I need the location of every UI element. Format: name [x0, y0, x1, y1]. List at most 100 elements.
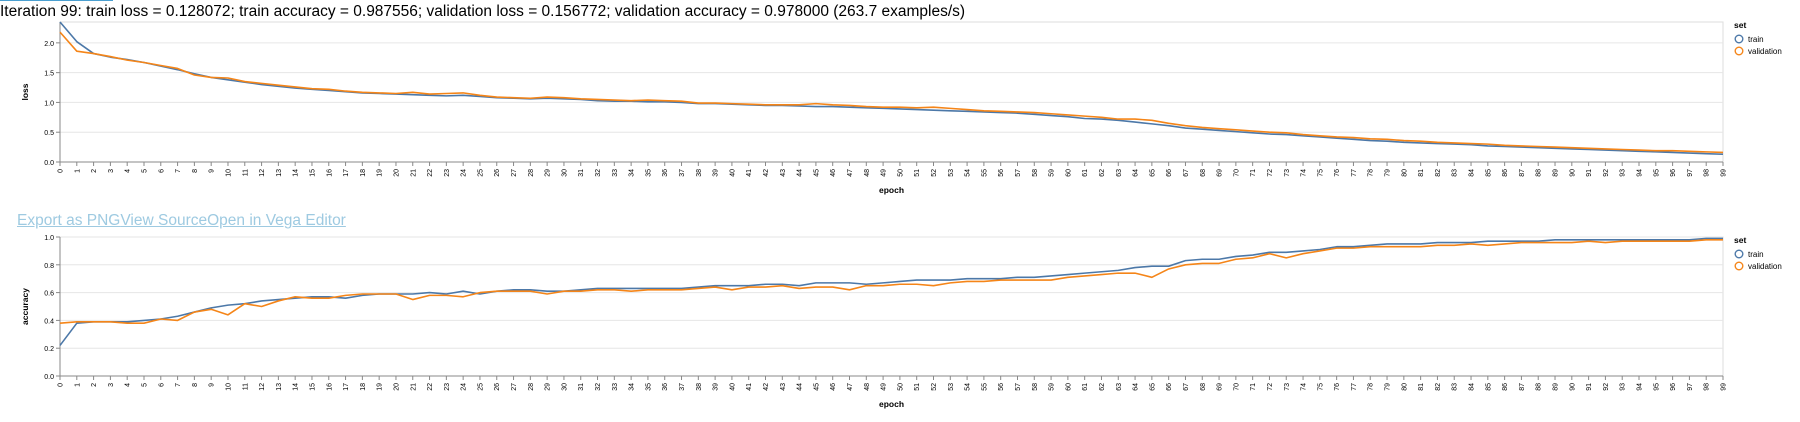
x-tick-label: 96 — [1670, 383, 1677, 391]
x-tick-label: 66 — [1166, 383, 1173, 391]
x-tick-label: 2 — [91, 383, 98, 387]
x-tick-label: 64 — [1133, 383, 1140, 391]
x-tick-label: 53 — [948, 383, 955, 391]
x-tick-label: 11 — [242, 169, 249, 176]
x-tick-label: 19 — [377, 169, 384, 177]
x-tick-label: 36 — [662, 169, 669, 177]
x-tick-label: 95 — [1653, 383, 1660, 391]
x-tick-label: 20 — [393, 169, 400, 177]
legend-symbol-validation — [1734, 261, 1744, 271]
legend-title: set — [1734, 20, 1746, 30]
x-tick-label: 89 — [1553, 169, 1560, 177]
legend-label-validation: validation — [1748, 47, 1782, 56]
x-tick-label: 67 — [1183, 383, 1190, 391]
x-tick-label: 63 — [1116, 169, 1123, 177]
x-tick-label: 24 — [461, 383, 468, 391]
x-tick-label: 83 — [1452, 169, 1459, 177]
x-tick-label: 65 — [1149, 383, 1156, 391]
x-tick-label: 75 — [1317, 169, 1324, 177]
x-tick-label: 82 — [1435, 169, 1442, 177]
x-tick-label: 26 — [494, 383, 501, 391]
x-tick-label: 49 — [881, 169, 888, 177]
export-png-link[interactable]: Export as PNG — [17, 212, 121, 229]
x-tick-label: 74 — [1301, 383, 1308, 391]
x-tick-label: 59 — [1049, 169, 1056, 177]
x-tick-label: 52 — [931, 383, 938, 391]
x-tick-label: 43 — [780, 169, 787, 177]
open-vega-editor-link[interactable]: Open in Vega Editor — [207, 212, 346, 229]
y-tick-label: 0.0 — [44, 374, 54, 381]
x-tick-label: 91 — [1586, 383, 1593, 391]
legend-title: set — [1734, 235, 1746, 245]
x-tick-label: 52 — [931, 169, 938, 177]
x-tick-label: 39 — [713, 169, 720, 177]
x-tick-label: 31 — [578, 169, 585, 177]
view-source-link[interactable]: View Source — [120, 212, 208, 229]
x-tick-label: 28 — [528, 169, 535, 177]
x-tick-label: 76 — [1334, 169, 1341, 177]
x-tick-label: 54 — [965, 169, 972, 177]
x-tick-label: 41 — [746, 383, 753, 391]
x-tick-label: 56 — [998, 383, 1005, 391]
x-tick-label: 14 — [293, 169, 300, 177]
x-tick-label: 20 — [393, 383, 400, 391]
x-tick-label: 35 — [645, 383, 652, 391]
x-tick-label: 74 — [1301, 169, 1308, 177]
x-tick-label: 61 — [1082, 383, 1089, 391]
x-tick-label: 6 — [158, 383, 165, 387]
x-tick-label: 9 — [209, 169, 216, 173]
x-tick-label: 70 — [1233, 383, 1240, 391]
x-tick-label: 73 — [1284, 169, 1291, 177]
x-axis-title: epoch — [879, 399, 904, 409]
x-tick-label: 22 — [427, 169, 434, 177]
training-status-text: Iteration 99: train loss = 0.128072; tra… — [0, 3, 966, 20]
x-tick-label: 94 — [1637, 169, 1644, 177]
x-tick-label: 34 — [629, 383, 636, 391]
x-tick-label: 44 — [797, 383, 804, 391]
y-tick-label: 0.2 — [44, 346, 54, 353]
x-tick-label: 37 — [679, 383, 686, 391]
x-tick-label: 62 — [1099, 383, 1106, 391]
y-tick-label: 1.0 — [44, 235, 54, 242]
x-tick-label: 69 — [1217, 169, 1224, 177]
x-tick-label: 48 — [864, 169, 871, 177]
x-tick-label: 81 — [1418, 383, 1425, 391]
x-tick-label: 85 — [1485, 383, 1492, 391]
legend-label-validation: validation — [1748, 262, 1782, 271]
x-tick-label: 72 — [1267, 169, 1274, 177]
x-tick-label: 60 — [1065, 383, 1072, 391]
x-tick-label: 88 — [1536, 383, 1543, 391]
y-tick-label: 0.0 — [44, 160, 54, 167]
x-tick-label: 7 — [175, 383, 182, 387]
x-tick-label: 33 — [612, 383, 619, 391]
x-tick-label: 61 — [1082, 169, 1089, 177]
x-tick-label: 77 — [1351, 383, 1358, 391]
x-tick-label: 97 — [1687, 383, 1694, 391]
x-tick-label: 54 — [965, 383, 972, 391]
x-tick-label: 48 — [864, 383, 871, 391]
loss-chart: 0.00.51.01.52.00 1 2 3 4 5 6 7 8 9 10 11 12 13 14 15 16 1… — [20, 20, 1782, 195]
y-tick-label: 0.4 — [44, 318, 54, 325]
x-tick-label: 75 — [1317, 383, 1324, 391]
x-tick-label: 8 — [192, 383, 199, 387]
x-tick-label: 33 — [612, 169, 619, 177]
x-tick-label: 68 — [1200, 169, 1207, 177]
x-tick-label: 0 — [58, 383, 65, 387]
x-tick-label: 46 — [830, 169, 837, 177]
x-tick-label: 26 — [494, 169, 501, 177]
x-tick-label: 10 — [225, 383, 232, 391]
x-tick-label: 57 — [1015, 169, 1022, 177]
x-tick-label: 31 — [578, 383, 585, 391]
x-tick-label: 83 — [1452, 383, 1459, 391]
x-tick-label: 64 — [1133, 169, 1140, 177]
x-tick-label: 32 — [595, 169, 602, 177]
x-tick-label: 55 — [981, 383, 988, 391]
x-tick-label: 7 — [175, 169, 182, 173]
x-tick-label: 25 — [477, 383, 484, 391]
x-tick-label: 85 — [1485, 169, 1492, 177]
x-tick-label: 5 — [141, 169, 148, 173]
x-tick-label: 87 — [1519, 169, 1526, 177]
x-tick-label: 28 — [528, 383, 535, 391]
x-tick-label: 90 — [1569, 169, 1576, 177]
x-tick-label: 9 — [209, 383, 216, 387]
